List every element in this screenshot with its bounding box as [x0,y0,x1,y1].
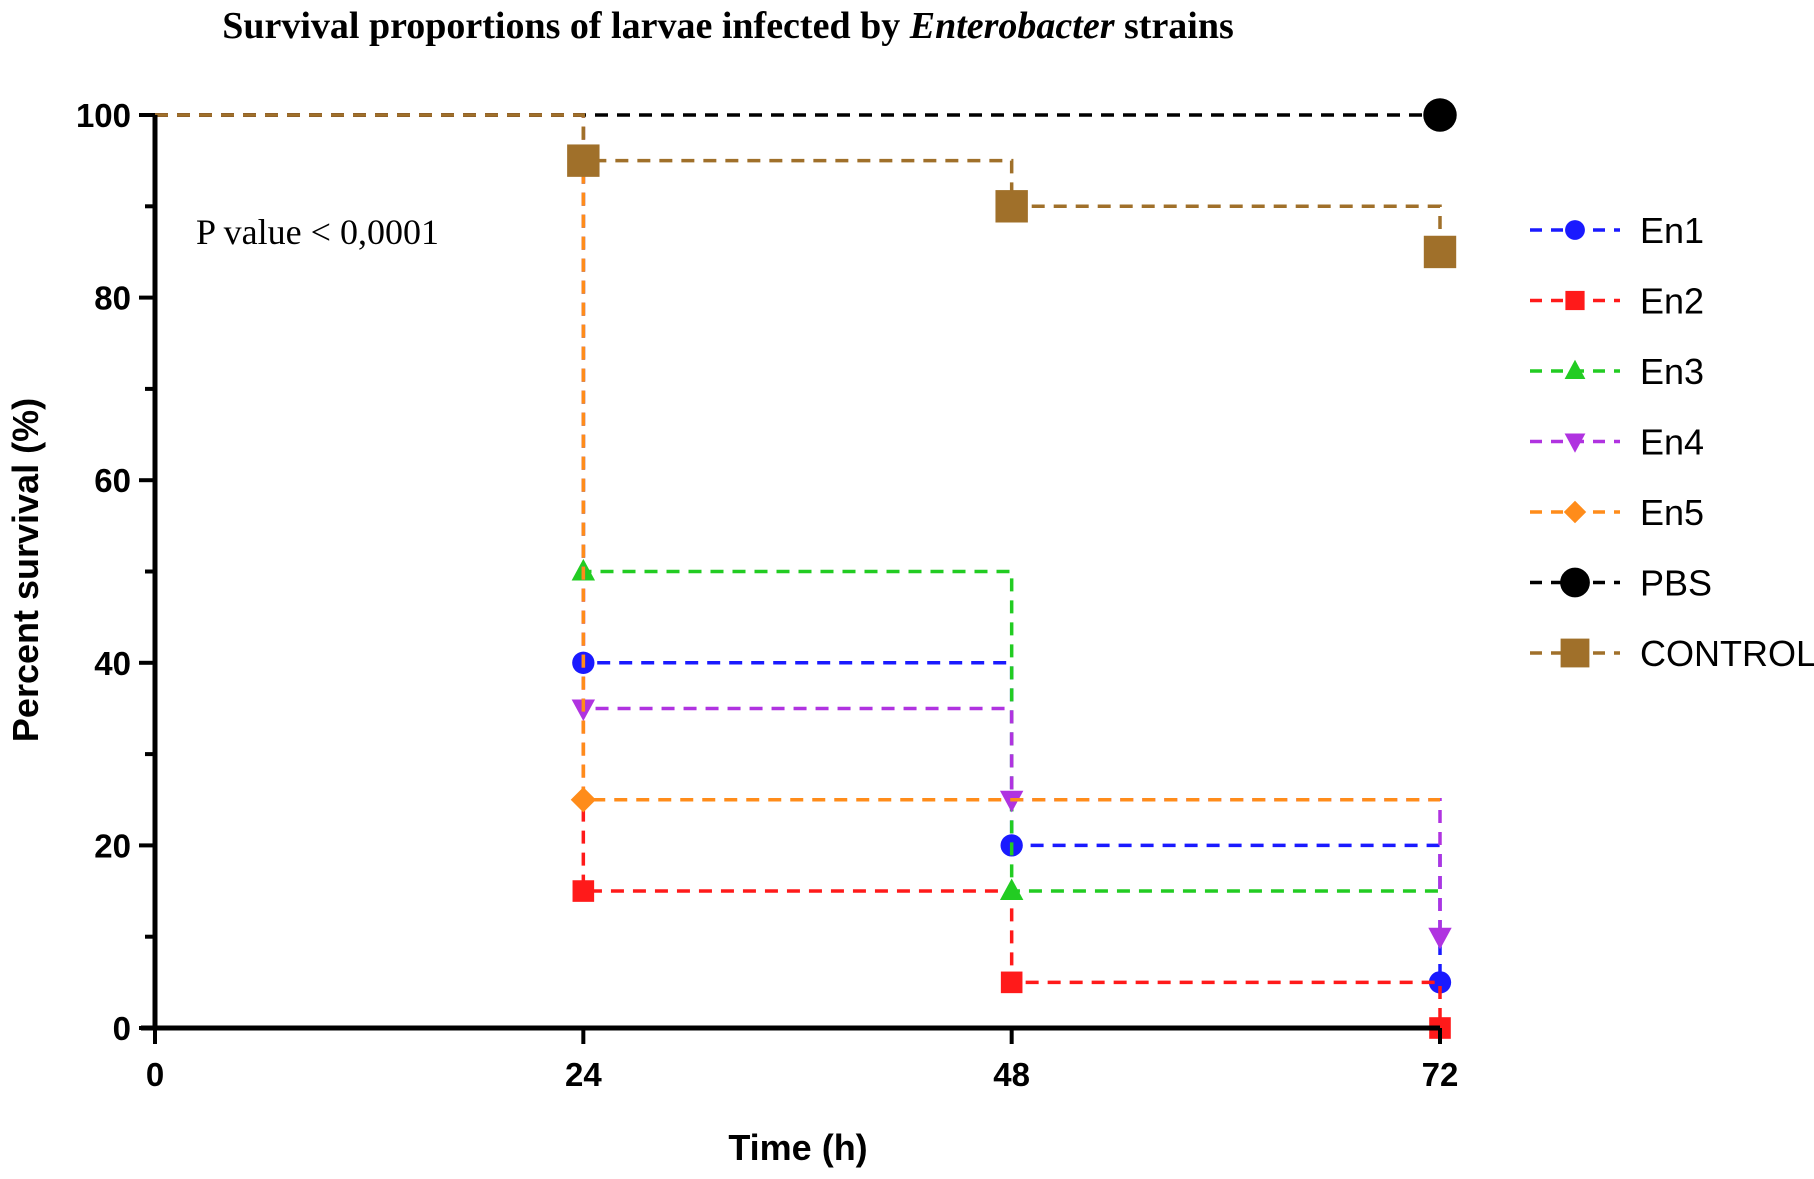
legend-item-control: CONTROL [1530,633,1814,674]
legend-label: CONTROL [1640,633,1814,674]
data-point-en2-24 [572,880,595,902]
legend-item-pbs: PBS [1530,563,1712,604]
legend-label: En5 [1640,492,1704,533]
x-tick-label: 0 [146,1056,164,1093]
y-tick-label: 40 [94,645,131,682]
chart-title-part-3: strains [1115,5,1234,47]
p-value-annotation: P value < 0,0001 [196,212,439,252]
y-tick-label: 80 [94,280,131,317]
series-line-en5 [155,113,1440,802]
data-point-pbs-72 [1423,98,1457,132]
legend-label: En2 [1640,281,1704,322]
series-pbs [155,98,1457,132]
legend-item-en2: En2 [1530,281,1704,322]
x-tick-label: 24 [565,1056,602,1093]
legend-marker [1564,359,1586,379]
data-point-control-48 [995,190,1028,223]
data-point-en3-48 [999,878,1024,901]
series-en5 [155,113,1440,813]
series-line-control [155,113,1442,252]
legend-marker [1564,433,1586,453]
x-tick-label: 72 [1422,1056,1459,1093]
legend-marker [1563,500,1587,524]
chart-title-part-2: Enterobacter [909,5,1116,47]
x-tick-label: 48 [993,1056,1030,1093]
legend-label: En3 [1640,351,1704,392]
y-axis-title: Percent survival (%) [5,398,46,742]
legend-label: En1 [1640,210,1704,251]
y-tick-label: 60 [94,462,131,499]
legend-label: PBS [1640,563,1712,604]
series-en2 [155,113,1451,1039]
data-point-en4-72 [1428,927,1452,950]
series-layer [155,98,1457,1039]
data-point-en4-48 [999,790,1024,813]
y-tick-label: 0 [113,1010,131,1047]
legend: En1 En2 En3 En4 En5 PBS CONTROL [1530,210,1814,674]
data-point-control-72 [1423,235,1457,269]
legend-item-en3: En3 [1530,351,1704,392]
x-axis-title: Time (h) [728,1127,867,1168]
legend-marker [1560,638,1590,668]
chart-title: Survival proportions of larvae infected … [222,5,1234,47]
legend-item-en1: En1 [1530,210,1704,251]
data-point-control-24 [567,144,600,177]
y-tick-label: 100 [76,97,131,134]
legend-marker [1565,290,1585,311]
legend-item-en4: En4 [1530,422,1704,463]
data-point-en2-48 [1000,971,1023,994]
legend-marker [1560,567,1590,598]
y-tick-label: 20 [94,827,131,864]
legend-marker [1565,220,1585,240]
legend-item-en5: En5 [1530,492,1704,533]
data-point-en1-72 [1428,971,1452,994]
tick-layer: 0 20 40 60 80 100 0 24 48 72 [76,97,1458,1093]
series-control [155,113,1457,269]
legend-label: En4 [1640,422,1704,463]
data-point-en5-24 [570,787,596,813]
chart-title-part-1: Survival proportions of larvae infected … [222,5,910,47]
